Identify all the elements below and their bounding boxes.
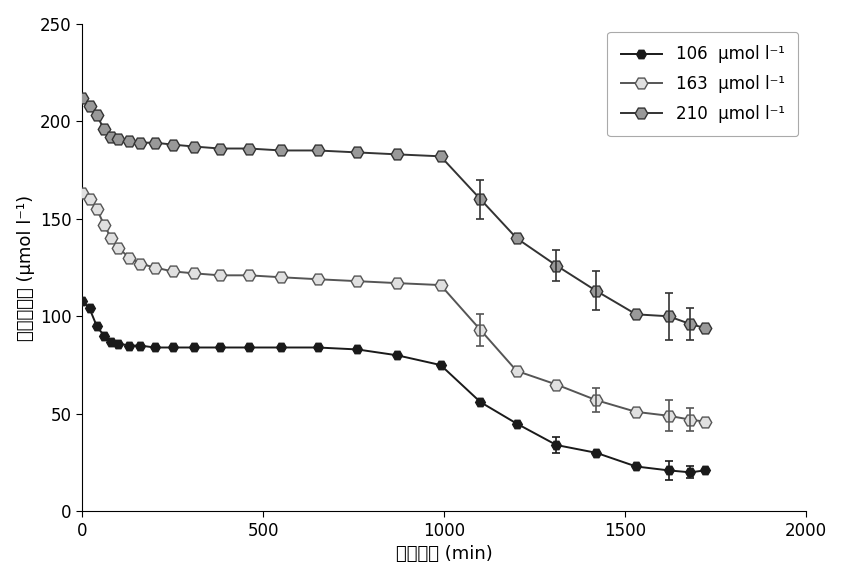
106  μmol l⁻¹ bbox=[352, 346, 362, 353]
106  μmol l⁻¹ bbox=[700, 467, 710, 474]
163  μmol l⁻¹ bbox=[113, 245, 123, 252]
210  μmol l⁻¹ bbox=[244, 145, 254, 152]
163  μmol l⁻¹ bbox=[276, 274, 286, 281]
163  μmol l⁻¹ bbox=[551, 381, 561, 388]
210  μmol l⁻¹ bbox=[168, 141, 178, 148]
106  μmol l⁻¹ bbox=[475, 398, 485, 405]
106  μmol l⁻¹ bbox=[551, 441, 561, 448]
210  μmol l⁻¹ bbox=[124, 137, 134, 144]
163  μmol l⁻¹ bbox=[475, 327, 485, 333]
210  μmol l⁻¹ bbox=[135, 139, 145, 146]
210  μmol l⁻¹ bbox=[113, 135, 123, 142]
210  μmol l⁻¹ bbox=[592, 288, 602, 295]
210  μmol l⁻¹ bbox=[352, 149, 362, 156]
210  μmol l⁻¹ bbox=[551, 262, 561, 269]
210  μmol l⁻¹ bbox=[436, 153, 446, 160]
106  μmol l⁻¹ bbox=[92, 322, 102, 329]
163  μmol l⁻¹ bbox=[189, 270, 199, 277]
210  μmol l⁻¹ bbox=[106, 133, 116, 140]
163  μmol l⁻¹ bbox=[214, 272, 225, 279]
210  μmol l⁻¹ bbox=[392, 151, 403, 158]
163  μmol l⁻¹ bbox=[312, 276, 322, 282]
Y-axis label: 耗竭液浓度 (μmol l⁻¹): 耗竭液浓度 (μmol l⁻¹) bbox=[17, 194, 35, 340]
Line: 210  μmol l⁻¹: 210 μmol l⁻¹ bbox=[76, 92, 711, 334]
163  μmol l⁻¹ bbox=[244, 272, 254, 279]
210  μmol l⁻¹ bbox=[77, 95, 87, 102]
210  μmol l⁻¹ bbox=[149, 139, 160, 146]
163  μmol l⁻¹ bbox=[663, 412, 674, 419]
210  μmol l⁻¹ bbox=[700, 324, 710, 331]
210  μmol l⁻¹ bbox=[84, 102, 95, 109]
163  μmol l⁻¹ bbox=[352, 278, 362, 285]
210  μmol l⁻¹ bbox=[92, 112, 102, 119]
106  μmol l⁻¹ bbox=[84, 305, 95, 312]
210  μmol l⁻¹ bbox=[99, 125, 109, 132]
106  μmol l⁻¹ bbox=[77, 297, 87, 304]
106  μmol l⁻¹ bbox=[592, 450, 602, 456]
210  μmol l⁻¹ bbox=[276, 147, 286, 154]
106  μmol l⁻¹ bbox=[663, 467, 674, 474]
106  μmol l⁻¹ bbox=[276, 344, 286, 351]
210  μmol l⁻¹ bbox=[189, 143, 199, 150]
163  μmol l⁻¹ bbox=[511, 367, 522, 374]
106  μmol l⁻¹ bbox=[124, 342, 134, 349]
210  μmol l⁻¹ bbox=[475, 196, 485, 203]
163  μmol l⁻¹ bbox=[685, 416, 695, 423]
163  μmol l⁻¹ bbox=[124, 254, 134, 261]
106  μmol l⁻¹ bbox=[511, 420, 522, 427]
106  μmol l⁻¹ bbox=[392, 352, 403, 359]
106  μmol l⁻¹ bbox=[149, 344, 160, 351]
106  μmol l⁻¹ bbox=[631, 463, 641, 470]
Line: 106  μmol l⁻¹: 106 μmol l⁻¹ bbox=[78, 296, 710, 477]
106  μmol l⁻¹ bbox=[214, 344, 225, 351]
163  μmol l⁻¹ bbox=[436, 282, 446, 289]
210  μmol l⁻¹ bbox=[312, 147, 322, 154]
163  μmol l⁻¹ bbox=[700, 418, 710, 425]
106  μmol l⁻¹ bbox=[168, 344, 178, 351]
106  μmol l⁻¹ bbox=[106, 338, 116, 345]
163  μmol l⁻¹ bbox=[392, 280, 403, 287]
163  μmol l⁻¹ bbox=[106, 235, 116, 242]
210  μmol l⁻¹ bbox=[511, 235, 522, 242]
163  μmol l⁻¹ bbox=[592, 397, 602, 404]
X-axis label: 耗竭时间 (min): 耗竭时间 (min) bbox=[396, 545, 493, 563]
210  μmol l⁻¹ bbox=[663, 313, 674, 320]
106  μmol l⁻¹ bbox=[99, 332, 109, 339]
163  μmol l⁻¹ bbox=[631, 408, 641, 415]
Line: 163  μmol l⁻¹: 163 μmol l⁻¹ bbox=[76, 187, 711, 428]
163  μmol l⁻¹ bbox=[149, 264, 160, 271]
163  μmol l⁻¹ bbox=[84, 196, 95, 203]
163  μmol l⁻¹ bbox=[77, 190, 87, 197]
163  μmol l⁻¹ bbox=[92, 205, 102, 212]
106  μmol l⁻¹ bbox=[135, 342, 145, 349]
210  μmol l⁻¹ bbox=[685, 321, 695, 328]
Legend: 106  μmol l⁻¹, 163  μmol l⁻¹, 210  μmol l⁻¹: 106 μmol l⁻¹, 163 μmol l⁻¹, 210 μmol l⁻¹ bbox=[608, 32, 798, 136]
106  μmol l⁻¹ bbox=[685, 469, 695, 476]
210  μmol l⁻¹ bbox=[631, 311, 641, 318]
106  μmol l⁻¹ bbox=[189, 344, 199, 351]
163  μmol l⁻¹ bbox=[135, 260, 145, 267]
106  μmol l⁻¹ bbox=[436, 361, 446, 368]
106  μmol l⁻¹ bbox=[244, 344, 254, 351]
163  μmol l⁻¹ bbox=[99, 221, 109, 228]
106  μmol l⁻¹ bbox=[312, 344, 322, 351]
106  μmol l⁻¹ bbox=[113, 340, 123, 347]
163  μmol l⁻¹ bbox=[168, 268, 178, 275]
210  μmol l⁻¹ bbox=[214, 145, 225, 152]
